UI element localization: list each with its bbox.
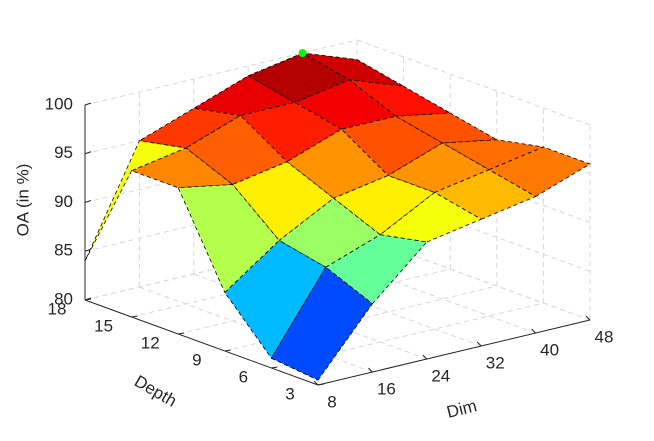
- z-tick-label: 85: [54, 241, 73, 260]
- x-tick: [313, 380, 319, 386]
- z-tick-label: 90: [54, 192, 73, 211]
- z-tick-label: 100: [45, 94, 73, 113]
- z-tick: [84, 151, 92, 155]
- x-tick: [476, 341, 482, 347]
- y-tick-label: 15: [94, 316, 113, 335]
- x-tick-label: 24: [431, 366, 450, 385]
- z-tick-label: 80: [54, 289, 73, 308]
- axis-line: [84, 299, 319, 386]
- x-tick: [422, 354, 428, 360]
- axis-line: [317, 319, 591, 386]
- z-tick-label: 95: [54, 143, 73, 162]
- surface-patch: [239, 102, 343, 163]
- y-tick-label: 6: [239, 367, 248, 386]
- surface-patch: [286, 128, 389, 199]
- y-tick: [84, 298, 92, 301]
- surface-patch: [394, 112, 499, 144]
- best-point: [298, 49, 307, 57]
- y-tick-label: 12: [141, 333, 160, 352]
- y-tick-label: 3: [285, 384, 294, 403]
- x-tick-label: 32: [486, 353, 505, 372]
- y-tick: [317, 383, 325, 386]
- y-tick-label: 9: [192, 350, 201, 369]
- z-tick: [84, 200, 92, 203]
- surface-patch: [84, 140, 188, 262]
- x-tick-label: 16: [377, 379, 396, 398]
- y-axis-label: Depth: [131, 372, 180, 411]
- surface-patch: [185, 114, 288, 185]
- x-tick-label: 8: [327, 392, 336, 411]
- grid-line: [84, 39, 358, 106]
- y-tick-label: 18: [48, 299, 67, 318]
- y-tick: [224, 349, 231, 352]
- y-tick: [178, 332, 185, 335]
- y-tick: [131, 315, 138, 318]
- y-tick: [271, 366, 278, 369]
- x-axis-label: Dim: [445, 396, 479, 422]
- z-axis-label: OA (in %): [13, 164, 32, 237]
- surface-patch: [130, 147, 234, 189]
- x-tick-label: 48: [595, 327, 614, 346]
- surface-patch: [270, 266, 373, 381]
- z-tick: [84, 102, 92, 106]
- x-tick: [368, 367, 373, 373]
- x-tick: [585, 315, 591, 321]
- x-tick: [531, 328, 536, 334]
- x-tick-label: 40: [540, 340, 559, 359]
